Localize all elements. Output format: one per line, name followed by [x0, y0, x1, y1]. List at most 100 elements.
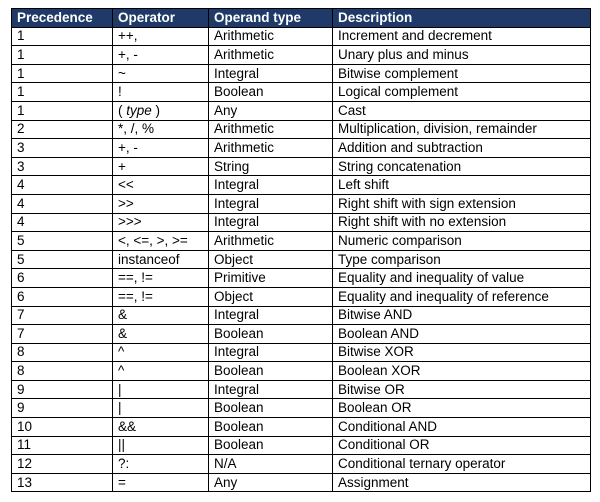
table-cell: ==, !=	[112, 286, 209, 307]
table-cell: Bitwise OR	[332, 379, 591, 400]
cell-text: )	[151, 102, 161, 118]
table-row: 8 ^ Integral Bitwise XOR	[11, 342, 591, 363]
table-cell: Boolean	[208, 417, 333, 437]
table-cell: !	[112, 82, 209, 102]
table-cell: 2	[11, 119, 113, 140]
table-cell: Conditional ternary operator	[332, 454, 591, 474]
header-row: Precedence Operator Operand type Descriptio…	[11, 8, 591, 28]
table-cell: Addition and subtraction	[332, 138, 591, 158]
table-cell: ^	[112, 342, 209, 363]
table-cell: >>>	[112, 212, 209, 233]
table-cell: Arithmetic	[208, 26, 333, 47]
table-cell: Boolean OR	[332, 398, 591, 419]
cell-text: (	[118, 102, 127, 118]
table-cell: Boolean	[208, 435, 333, 456]
table-cell: Right shift with no extension	[332, 212, 591, 233]
table-row: 1( type ) Any Cast	[11, 100, 591, 121]
table-cell: Integral	[208, 342, 333, 363]
table-cell: String concatenation	[332, 156, 591, 177]
table-cell: Boolean	[208, 398, 333, 419]
table-cell: <<	[112, 175, 209, 195]
table-cell: Assignment	[332, 472, 591, 493]
table-cell: Equality and inequality of reference	[332, 286, 591, 307]
table-cell: Conditional OR	[332, 435, 591, 456]
table-cell: 1	[11, 26, 113, 47]
table-row: 7 & Integral Bitwise AND	[11, 305, 591, 326]
table-row: 4 >> Integral Right shift with sign extensi…	[11, 193, 591, 214]
table-cell: 9	[11, 379, 113, 400]
table-cell: Bitwise AND	[332, 305, 591, 326]
table-cell: Multiplication, division, remainder	[332, 119, 591, 140]
table-cell: &&	[112, 417, 209, 437]
table-row: 3 + String String concatenation	[11, 156, 591, 177]
table-cell: 10	[11, 417, 113, 437]
table-cell: 5	[11, 231, 113, 251]
table-cell: Any	[208, 472, 333, 493]
cell-text: type	[126, 102, 152, 118]
table-cell: Primitive	[208, 268, 333, 288]
table-cell: Boolean	[208, 324, 333, 344]
table-cell: 12	[11, 454, 113, 474]
table-row: 1 +, - Arithmetic Unary plus and minus	[11, 45, 591, 65]
table-cell: Numeric comparison	[332, 231, 591, 251]
table-cell: 5	[11, 249, 113, 270]
table-cell: Right shift with sign extension	[332, 193, 591, 214]
table-cell: Object	[208, 249, 333, 270]
table-cell: Logical complement	[332, 82, 591, 102]
table-cell: 4	[11, 175, 113, 195]
table-cell: ?:	[112, 454, 209, 474]
table-cell: Boolean	[208, 361, 333, 381]
header-cell: Operator	[112, 8, 209, 28]
table-cell: Equality and inequality of value	[332, 268, 591, 288]
table-cell: Type comparison	[332, 249, 591, 270]
table-cell: N/A	[208, 454, 333, 474]
table-row: 6 ==, != Primitive Equality and inequality …	[11, 268, 591, 288]
table-row: 2 *, /, % Arithmetic Multiplication, divisi…	[11, 119, 591, 140]
table-cell: 9	[11, 398, 113, 419]
table-cell: Boolean XOR	[332, 361, 591, 381]
table-cell: *, /, %	[112, 119, 209, 140]
table-row: 9 | Integral Bitwise OR	[11, 379, 591, 400]
table-cell: +, -	[112, 45, 209, 65]
header-cell: Precedence	[11, 8, 113, 28]
table-cell: |	[112, 379, 209, 400]
table-cell: &	[112, 324, 209, 344]
table-cell: 13	[11, 472, 113, 493]
table-cell: Integral	[208, 175, 333, 195]
table-row: 1 ~ Integral Bitwise complement	[11, 63, 591, 84]
table-cell: >>	[112, 193, 209, 214]
table-cell: ==, !=	[112, 268, 209, 288]
table-row: 3 +, - Arithmetic Addition and subtraction	[11, 138, 591, 158]
table-cell: Arithmetic	[208, 231, 333, 251]
table-row: 8 ^ Boolean Boolean XOR	[11, 361, 591, 381]
table-cell: ^	[112, 361, 209, 381]
table-cell: Integral	[208, 63, 333, 84]
table-cell: ~	[112, 63, 209, 84]
table-cell: ||	[112, 435, 209, 456]
table-cell: 7	[11, 305, 113, 326]
table-cell: Integral	[208, 379, 333, 400]
table-cell: Object	[208, 286, 333, 307]
table-row: 4 >>> Integral Right shift with no extensio…	[11, 212, 591, 233]
table-row: 7 & Boolean Boolean AND	[11, 324, 591, 344]
table-cell: 4	[11, 212, 113, 233]
table-row: 4 << Integral Left shift	[11, 175, 591, 195]
table-row: 6 ==, != Object Equality and inequality of …	[11, 286, 591, 307]
table-cell: 4	[11, 193, 113, 214]
operator-table: Precedence Operator Operand type Descriptio…	[11, 8, 591, 493]
table-cell: Increment and decrement	[332, 26, 591, 47]
table-cell: Integral	[208, 193, 333, 214]
table-cell: Boolean AND	[332, 324, 591, 344]
table-cell: =	[112, 472, 209, 493]
table-cell: &	[112, 305, 209, 326]
header-cell: Description	[332, 8, 591, 28]
table-row: 1 ++, Arithmetic Increment and decrement	[11, 26, 591, 47]
table-cell: Conditional AND	[332, 417, 591, 437]
table-cell: Integral	[208, 212, 333, 233]
table-row: 1! Boolean Logical complement	[11, 82, 591, 102]
table-cell: ++,	[112, 26, 209, 47]
table-row: 5 <, <=, >, >= Arithmetic Numeric compariso…	[11, 231, 591, 251]
table-cell: Arithmetic	[208, 45, 333, 65]
table-row: 9 | Boolean Boolean OR	[11, 398, 591, 419]
